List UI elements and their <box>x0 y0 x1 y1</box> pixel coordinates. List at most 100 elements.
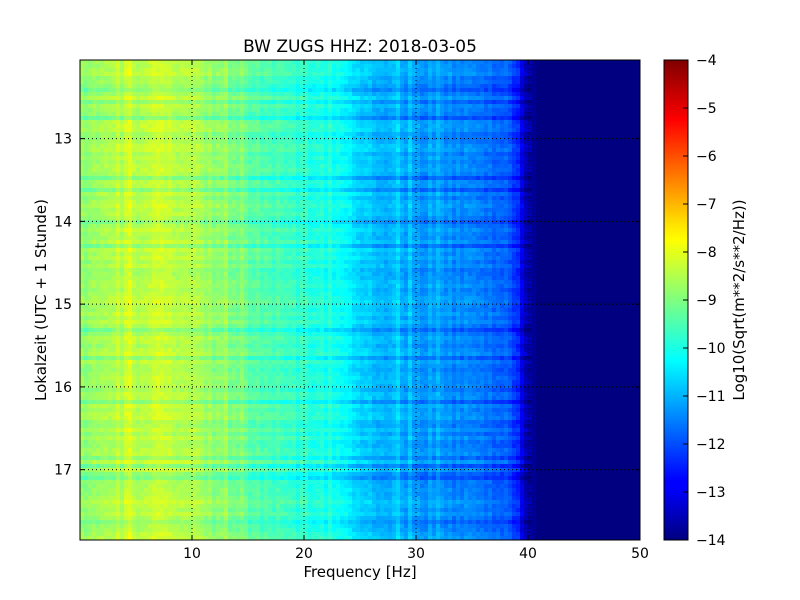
heatmap-cell <box>348 200 353 205</box>
heatmap-cell <box>548 76 553 81</box>
heatmap-cell <box>316 176 321 181</box>
heatmap-cell <box>116 132 121 137</box>
heatmap-cell <box>116 152 121 157</box>
heatmap-cell <box>108 80 113 85</box>
heatmap-cell <box>528 104 533 109</box>
heatmap-cell <box>588 180 593 185</box>
heatmap-cell <box>356 144 361 149</box>
heatmap-cell <box>152 124 157 129</box>
heatmap-cell <box>472 128 477 133</box>
heatmap-cell <box>480 156 485 161</box>
heatmap-cell <box>548 188 553 193</box>
heatmap-cell <box>232 120 237 125</box>
heatmap-cell <box>132 144 137 149</box>
heatmap-cell <box>320 100 325 105</box>
heatmap-cell <box>636 184 640 189</box>
heatmap-cell <box>448 104 453 109</box>
heatmap-cell <box>104 164 109 169</box>
heatmap-cell <box>284 100 289 105</box>
heatmap-cell <box>456 92 461 97</box>
heatmap-cell <box>376 140 381 145</box>
heatmap-cell <box>344 76 349 81</box>
heatmap-cell <box>100 172 105 177</box>
heatmap-cell <box>624 188 629 193</box>
heatmap-cell <box>212 88 217 93</box>
heatmap-cell <box>100 124 105 129</box>
heatmap-cell <box>608 180 613 185</box>
heatmap-cell <box>220 144 225 149</box>
heatmap-cell <box>164 92 169 97</box>
heatmap-cell <box>616 72 621 77</box>
heatmap-cell <box>448 72 453 77</box>
heatmap-cell <box>312 132 317 137</box>
heatmap-cell <box>372 96 377 101</box>
heatmap-cell <box>132 176 137 181</box>
heatmap-cell <box>244 100 249 105</box>
heatmap-cell <box>136 128 141 133</box>
heatmap-cell <box>388 68 393 73</box>
heatmap-cell <box>476 180 481 185</box>
heatmap-cell <box>520 184 525 189</box>
heatmap-cell <box>500 108 505 113</box>
heatmap-cell <box>152 196 157 201</box>
heatmap-cell <box>376 80 381 85</box>
heatmap-cell <box>636 80 640 85</box>
heatmap-cell <box>588 112 593 117</box>
heatmap-cell <box>360 132 365 137</box>
heatmap-cell <box>436 148 441 153</box>
heatmap-cell <box>268 68 273 73</box>
heatmap-cell <box>480 88 485 93</box>
heatmap-cell <box>248 100 253 105</box>
heatmap-cell <box>312 76 317 81</box>
heatmap-cell <box>468 176 473 181</box>
heatmap-cell <box>200 76 205 81</box>
heatmap-cell <box>356 156 361 161</box>
heatmap-cell <box>168 200 173 205</box>
heatmap-cell <box>184 188 189 193</box>
heatmap-cell <box>484 68 489 73</box>
heatmap-cell <box>504 84 509 89</box>
heatmap-cell <box>528 80 533 85</box>
heatmap-cell <box>540 104 545 109</box>
heatmap-cell <box>208 72 213 77</box>
heatmap-cell <box>508 60 513 65</box>
heatmap-cell <box>600 164 605 169</box>
heatmap-cell <box>452 132 457 137</box>
heatmap-cell <box>424 132 429 137</box>
heatmap-cell <box>292 184 297 189</box>
heatmap-cell <box>408 180 413 185</box>
heatmap-cell <box>508 148 513 153</box>
heatmap-cell <box>472 64 477 69</box>
heatmap-cell <box>512 132 517 137</box>
heatmap-cell <box>452 196 457 201</box>
heatmap-cell <box>328 188 333 193</box>
heatmap-cell <box>104 132 109 137</box>
heatmap-cell <box>472 68 477 73</box>
heatmap-cell <box>376 160 381 165</box>
heatmap-cell <box>260 140 265 145</box>
heatmap-cell <box>596 64 601 69</box>
heatmap-cell <box>360 136 365 141</box>
heatmap-cell <box>636 180 640 185</box>
heatmap-cell <box>340 164 345 169</box>
heatmap-cell <box>580 68 585 73</box>
heatmap-cell <box>388 168 393 173</box>
heatmap-cell <box>148 156 153 161</box>
heatmap-cell <box>308 164 313 169</box>
heatmap-cell <box>288 192 293 197</box>
heatmap-cell <box>200 192 205 197</box>
heatmap-cell <box>420 148 425 153</box>
heatmap-cell <box>384 100 389 105</box>
heatmap-cell <box>80 132 85 137</box>
heatmap-cell <box>240 180 245 185</box>
heatmap-cell <box>220 184 225 189</box>
heatmap-cell <box>312 88 317 93</box>
heatmap-cell <box>572 176 577 181</box>
heatmap-cell <box>188 192 193 197</box>
heatmap-cell <box>232 140 237 145</box>
heatmap-cell <box>424 88 429 93</box>
heatmap-cell <box>444 60 449 65</box>
heatmap-cell <box>288 140 293 145</box>
heatmap-cell <box>420 172 425 177</box>
heatmap-cell <box>244 200 249 205</box>
